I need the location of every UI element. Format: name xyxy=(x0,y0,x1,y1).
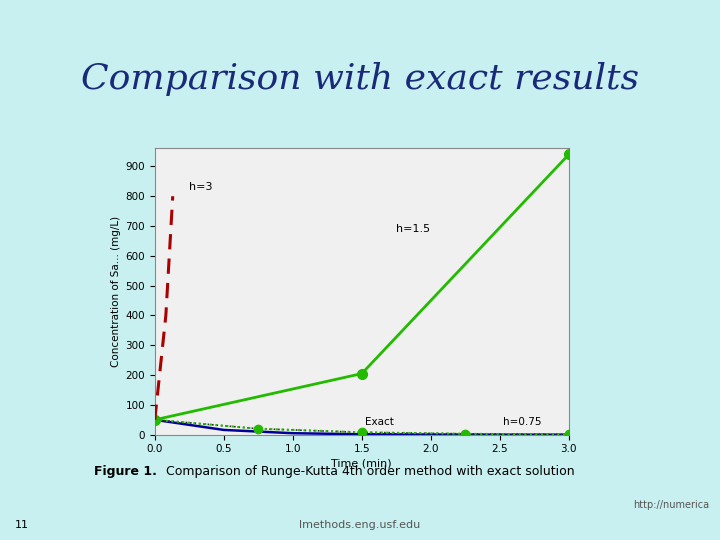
Text: h=1.5: h=1.5 xyxy=(396,224,431,234)
Text: 11: 11 xyxy=(14,520,28,530)
Text: h=0.75: h=0.75 xyxy=(503,417,541,427)
Text: Figure 1.: Figure 1. xyxy=(94,465,156,478)
Y-axis label: Concentration of Sa... (mg/L): Concentration of Sa... (mg/L) xyxy=(112,216,121,367)
X-axis label: Time (min): Time (min) xyxy=(331,458,392,469)
Text: http://numerica: http://numerica xyxy=(633,500,709,510)
Text: lmethods.eng.usf.edu: lmethods.eng.usf.edu xyxy=(300,520,420,530)
Text: Comparison with exact results: Comparison with exact results xyxy=(81,62,639,96)
Text: Exact: Exact xyxy=(364,417,393,427)
Text: Comparison of Runge-Kutta 4th order method with exact solution: Comparison of Runge-Kutta 4th order meth… xyxy=(162,465,575,478)
Text: h=3: h=3 xyxy=(189,182,213,192)
